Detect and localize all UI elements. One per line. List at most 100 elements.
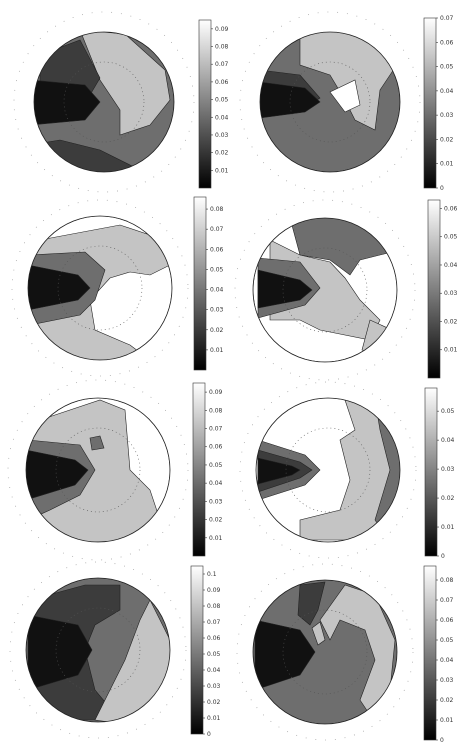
colorbar-tick-label: 0.07 — [215, 61, 229, 68]
colorbar-tick-label: 0.04 — [444, 262, 458, 269]
colorbar-tick-label: 0.06 — [210, 246, 224, 253]
polar-dot-ring-outer — [239, 11, 421, 193]
colorbar-row1-left: 0.01 0.02 0.03 0.04 0.05 0.06 0.07 0.08 0.09 — [198, 19, 229, 189]
colorbar-tick-label: 0.02 — [207, 699, 221, 706]
colorbar-tick-label: 0.03 — [207, 683, 221, 690]
colorbar-tick-label: 0.06 — [215, 79, 229, 86]
polar-disk — [27, 215, 173, 361]
colorbar-tick-label: 0.01 — [215, 167, 229, 174]
colorbar-ticks: 0 0.01 0.02 0.03 0.04 0.05 — [437, 408, 455, 560]
panel-row2-right: 0.01 0.02 0.03 0.04 0.05 0.06 — [234, 199, 458, 381]
colorbar-tick-label: 0.08 — [440, 577, 454, 584]
colorbar-tick-label: 0 — [440, 737, 444, 744]
colorbar-tick-label: 0.05 — [441, 408, 455, 415]
polar-dot-ring-outer — [236, 563, 414, 741]
colorbar-row2-left: 0.01 0.02 0.03 0.04 0.05 0.06 0.07 0.08 — [193, 196, 224, 371]
colorbar-row3-right: 0 0.01 0.02 0.03 0.04 0.05 — [424, 387, 455, 560]
colorbar-tick-label: 0 — [441, 553, 445, 560]
colorbar-tick-label: 0.06 — [440, 617, 454, 624]
colorbar-tick-label: 0.02 — [440, 697, 454, 704]
panel-row3-left: 0.01 0.02 0.03 0.04 0.05 0.06 0.07 0.08 0.09 — [7, 379, 223, 561]
polar-dot-ring-outer — [9, 561, 187, 739]
colorbar-tick-label: 0.05 — [215, 97, 229, 104]
colorbar-tick-label: 0.01 — [441, 524, 455, 531]
colorbar-tick-label: 0.01 — [440, 717, 454, 724]
colorbar-tick-label: 0.04 — [207, 667, 221, 674]
colorbar-tick-label: 0.01 — [440, 161, 454, 168]
colorbar-tick-label: 0 — [207, 731, 211, 738]
colorbar-tick-label: 0.02 — [215, 150, 229, 157]
colorbar-tick-label: 0.05 — [440, 637, 454, 644]
colorbar-tick-label: 0.02 — [209, 517, 223, 524]
colorbar-tick-label: 0.08 — [207, 603, 221, 610]
colorbar-tick-label: 0.05 — [444, 234, 458, 241]
polar-disk — [25, 397, 171, 543]
colorbar-tick-label: 0.04 — [215, 114, 229, 121]
polar-disk — [252, 579, 398, 725]
colorbar-row1-right: 0 0.01 0.02 0.03 0.04 0.05 0.06 0.07 — [423, 15, 454, 192]
colorbar-tick-label: 0.07 — [209, 426, 223, 433]
panel-row1-right: 0 0.01 0.02 0.03 0.04 0.05 0.06 0.07 — [239, 11, 454, 193]
polar-dot-ring-outer — [239, 381, 417, 559]
colorbar-row4-left: 0 0.01 0.02 0.03 0.04 0.05 0.06 0.07 0.08 0.09 0.1 — [190, 565, 221, 738]
colorbar-tick-label: 0.02 — [440, 136, 454, 143]
colorbar-tick-label: 0.06 — [207, 635, 221, 642]
colorbar-tick-label: 0.05 — [210, 266, 224, 273]
colorbar-ticks: 0.01 0.02 0.03 0.04 0.05 0.06 — [440, 205, 458, 354]
panel-row3-right: 0 0.01 0.02 0.03 0.04 0.05 — [239, 381, 455, 560]
colorbar-tick-label: 0.07 — [440, 597, 454, 604]
colorbar-tick-label: 0.04 — [441, 437, 455, 444]
colorbar-tick-label: 0.09 — [215, 26, 229, 33]
panel-row4-left: 0 0.01 0.02 0.03 0.04 0.05 0.06 0.07 0.08 0.09 0.1 — [9, 561, 221, 739]
colorbar-ticks: 0.01 0.02 0.03 0.04 0.05 0.06 0.07 0.08 — [206, 206, 224, 354]
polar-disk — [33, 31, 175, 173]
colorbar-tick-label: 0.02 — [441, 495, 455, 502]
colorbar-tick-label: 0.01 — [207, 715, 221, 722]
colorbar-tick-label: 0.03 — [210, 307, 224, 314]
colorbar-tick-label: 0.05 — [209, 462, 223, 469]
colorbar-tick-label: 0.08 — [215, 44, 229, 51]
panel-row4-right: 0 0.01 0.02 0.03 0.04 0.05 0.06 0.07 0.08 — [236, 563, 454, 744]
panel-row2-left: 0.01 0.02 0.03 0.04 0.05 0.06 0.07 0.08 — [11, 196, 224, 377]
panel-row1-left: 0.01 0.02 0.03 0.04 0.05 0.06 0.07 0.08 0.09 — [13, 11, 229, 193]
colorbar-tick-label: 0.02 — [444, 318, 458, 325]
colorbar-tick-label: 0.04 — [209, 480, 223, 487]
colorbar-tick-label: 0.03 — [440, 112, 454, 119]
colorbar-tick-label: 0.06 — [440, 39, 454, 46]
colorbar-tick-label: 0.04 — [210, 287, 224, 294]
colorbar-tick-label: 0.01 — [210, 347, 224, 354]
colorbar-ticks: 0 0.01 0.02 0.03 0.04 0.05 0.06 0.07 0.08 — [436, 577, 454, 744]
colorbar-ticks: 0.01 0.02 0.03 0.04 0.05 0.06 0.07 0.08 0.09 — [205, 389, 223, 542]
colorbar-ticks: 0 0.01 0.02 0.03 0.04 0.05 0.06 0.07 0.08 0.09 0.1 — [203, 571, 221, 738]
colorbar-tick-label: 0.03 — [215, 132, 229, 139]
colorbar-tick-label: 0.06 — [209, 444, 223, 451]
colorbar-row3-left: 0.01 0.02 0.03 0.04 0.05 0.06 0.07 0.08 0.09 — [192, 382, 223, 557]
colorbar-tick-label: 0.08 — [209, 407, 223, 414]
polar-dot-ring-outer — [7, 379, 189, 561]
colorbar-tick-label: 0.01 — [444, 347, 458, 354]
colorbar-tick-label: 0.03 — [441, 466, 455, 473]
polar-disk — [252, 217, 398, 363]
colorbar-row2-right: 0.01 0.02 0.03 0.04 0.05 0.06 — [427, 199, 458, 379]
colorbar-tick-label: 0.03 — [209, 498, 223, 505]
colorbar-tick-label: 0.1 — [207, 571, 217, 578]
colorbar-tick-label: 0.05 — [207, 651, 221, 658]
colorbar-tick-label: 0.02 — [210, 327, 224, 334]
colorbar-tick-label: 0.09 — [209, 389, 223, 396]
colorbar-tick-label: 0.07 — [210, 226, 224, 233]
colorbar-row4-right: 0 0.01 0.02 0.03 0.04 0.05 0.06 0.07 0.08 — [423, 565, 454, 744]
colorbar-tick-label: 0.09 — [207, 587, 221, 594]
colorbar-ticks: 0 0.01 0.02 0.03 0.04 0.05 0.06 0.07 — [436, 15, 454, 192]
colorbar-tick-label: 0.01 — [209, 535, 223, 542]
colorbar-tick-label: 0.07 — [207, 619, 221, 626]
colorbar-tick-label: 0.04 — [440, 657, 454, 664]
polar-dot-ring-outer — [11, 199, 189, 377]
polar-disk — [25, 577, 171, 723]
colorbar-tick-label: 0.08 — [210, 206, 224, 213]
colorbar-tick-label: 0.03 — [444, 290, 458, 297]
polar-disk — [255, 397, 401, 543]
polar-disk — [259, 31, 401, 173]
colorbar-tick-label: 0.07 — [440, 15, 454, 22]
colorbar-ticks: 0.01 0.02 0.03 0.04 0.05 0.06 0.07 0.08 0.09 — [211, 26, 229, 174]
